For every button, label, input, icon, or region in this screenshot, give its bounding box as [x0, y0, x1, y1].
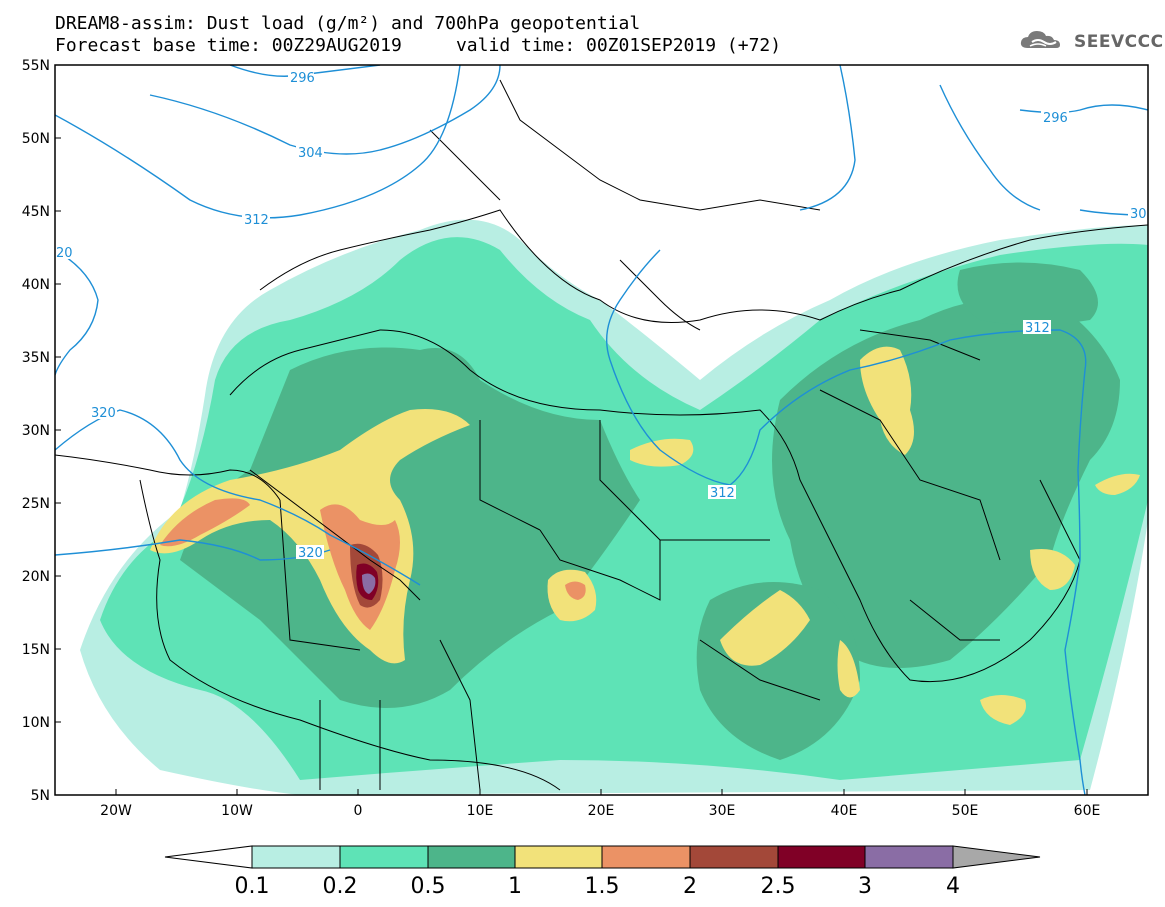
colorbar-label: 1.5	[585, 874, 620, 899]
dust-level-1	[1030, 549, 1075, 590]
colorbar-swatch	[689, 845, 779, 869]
lat-tick-label: 35N	[22, 350, 50, 366]
lon-tick-label: 20E	[588, 803, 615, 819]
lat-tick-label: 30N	[22, 423, 50, 439]
colorbar-label: 3	[858, 874, 872, 899]
colorbar-label: 0.5	[411, 874, 446, 899]
colorbar-swatch	[777, 845, 866, 869]
dust-level-1	[630, 438, 694, 467]
contour-label: 304	[298, 146, 323, 161]
contour-label: 312	[710, 486, 735, 501]
colorbar-label: 0.2	[323, 874, 358, 899]
colorbar-label: 0.1	[235, 874, 270, 899]
colorbar: 0.1 0.2 0.5 1 1.5 2 2.5 3 4	[164, 845, 1041, 899]
lat-tick-label: 45N	[22, 204, 50, 220]
colorbar-label: 2.5	[761, 874, 796, 899]
lat-tick-label: 55N	[22, 58, 50, 74]
dust-level-1	[860, 346, 914, 455]
lon-axis: 20W 10W 0 10E 20E 30E 40E 50E 60E	[100, 789, 1100, 819]
lon-tick-label: 60E	[1074, 803, 1101, 819]
lon-tick-label: 40E	[831, 803, 858, 819]
seevccc-logo: SEEVCCC	[1018, 28, 1164, 56]
contour-label: 20	[56, 246, 73, 261]
dust-level-3	[362, 573, 376, 594]
lat-tick-label: 25N	[22, 496, 50, 512]
lon-tick-label: 10E	[467, 803, 494, 819]
contour-label: 320	[91, 406, 116, 421]
contour-labels: 296 304 312 320 20 320 312 312 296 30	[55, 70, 1148, 561]
dust-level-1	[150, 409, 470, 664]
colorbar-under-triangle	[164, 845, 253, 869]
contour-label: 296	[1043, 111, 1068, 126]
lat-tick-label: 5N	[31, 788, 50, 804]
colorbar-swatch	[427, 845, 516, 869]
map-title: DREAM8-assim: Dust load (g/m²) and 700hP…	[55, 13, 641, 34]
dust-level-1	[980, 695, 1026, 725]
lon-tick-label: 10W	[221, 803, 253, 819]
dust-level-1.5	[160, 498, 250, 547]
dust-level-1	[720, 590, 810, 666]
contour-label: 30	[1130, 207, 1147, 222]
colorbar-swatch	[339, 845, 429, 869]
colorbar-label: 4	[946, 874, 960, 899]
colorbar-label: 1	[508, 874, 522, 899]
contour-label: 312	[244, 213, 269, 228]
dust-level-1	[1095, 473, 1140, 495]
lat-tick-label: 50N	[22, 131, 50, 147]
dust-level-0.5	[772, 297, 1120, 668]
lat-tick-label: 10N	[22, 715, 50, 731]
dust-field	[80, 219, 1148, 795]
colorbar-swatch	[514, 845, 603, 869]
lat-tick-label: 15N	[22, 642, 50, 658]
dust-level-1	[837, 640, 860, 698]
coastlines	[55, 79, 1148, 791]
lon-tick-label: 30E	[709, 803, 736, 819]
contour-label: 312	[1025, 321, 1050, 336]
colorbar-swatch	[864, 845, 954, 869]
lon-tick-label: 50E	[952, 803, 979, 819]
colorbar-over-triangle	[952, 845, 1041, 869]
lat-tick-label: 40N	[22, 277, 50, 293]
lat-tick-label: 20N	[22, 569, 50, 585]
lon-tick-label: 0	[354, 803, 363, 819]
contour-label: 296	[290, 71, 315, 86]
map-subtitle: Forecast base time: 00Z29AUG2019 valid t…	[55, 35, 782, 56]
dust-level-1.5	[565, 581, 586, 600]
colorbar-label: 2	[683, 874, 697, 899]
lat-axis: 5N 10N 15N 20N 25N 30N 35N 40N 45N 50N 5…	[22, 58, 61, 804]
contour-label: 320	[298, 546, 323, 561]
lon-tick-label: 20W	[100, 803, 132, 819]
cloud-logo-icon	[1018, 28, 1070, 56]
dust-level-0.5	[957, 262, 1098, 325]
logo-text: SEEVCCC	[1074, 32, 1164, 52]
colorbar-swatch	[251, 845, 341, 869]
colorbar-swatch	[601, 845, 691, 869]
